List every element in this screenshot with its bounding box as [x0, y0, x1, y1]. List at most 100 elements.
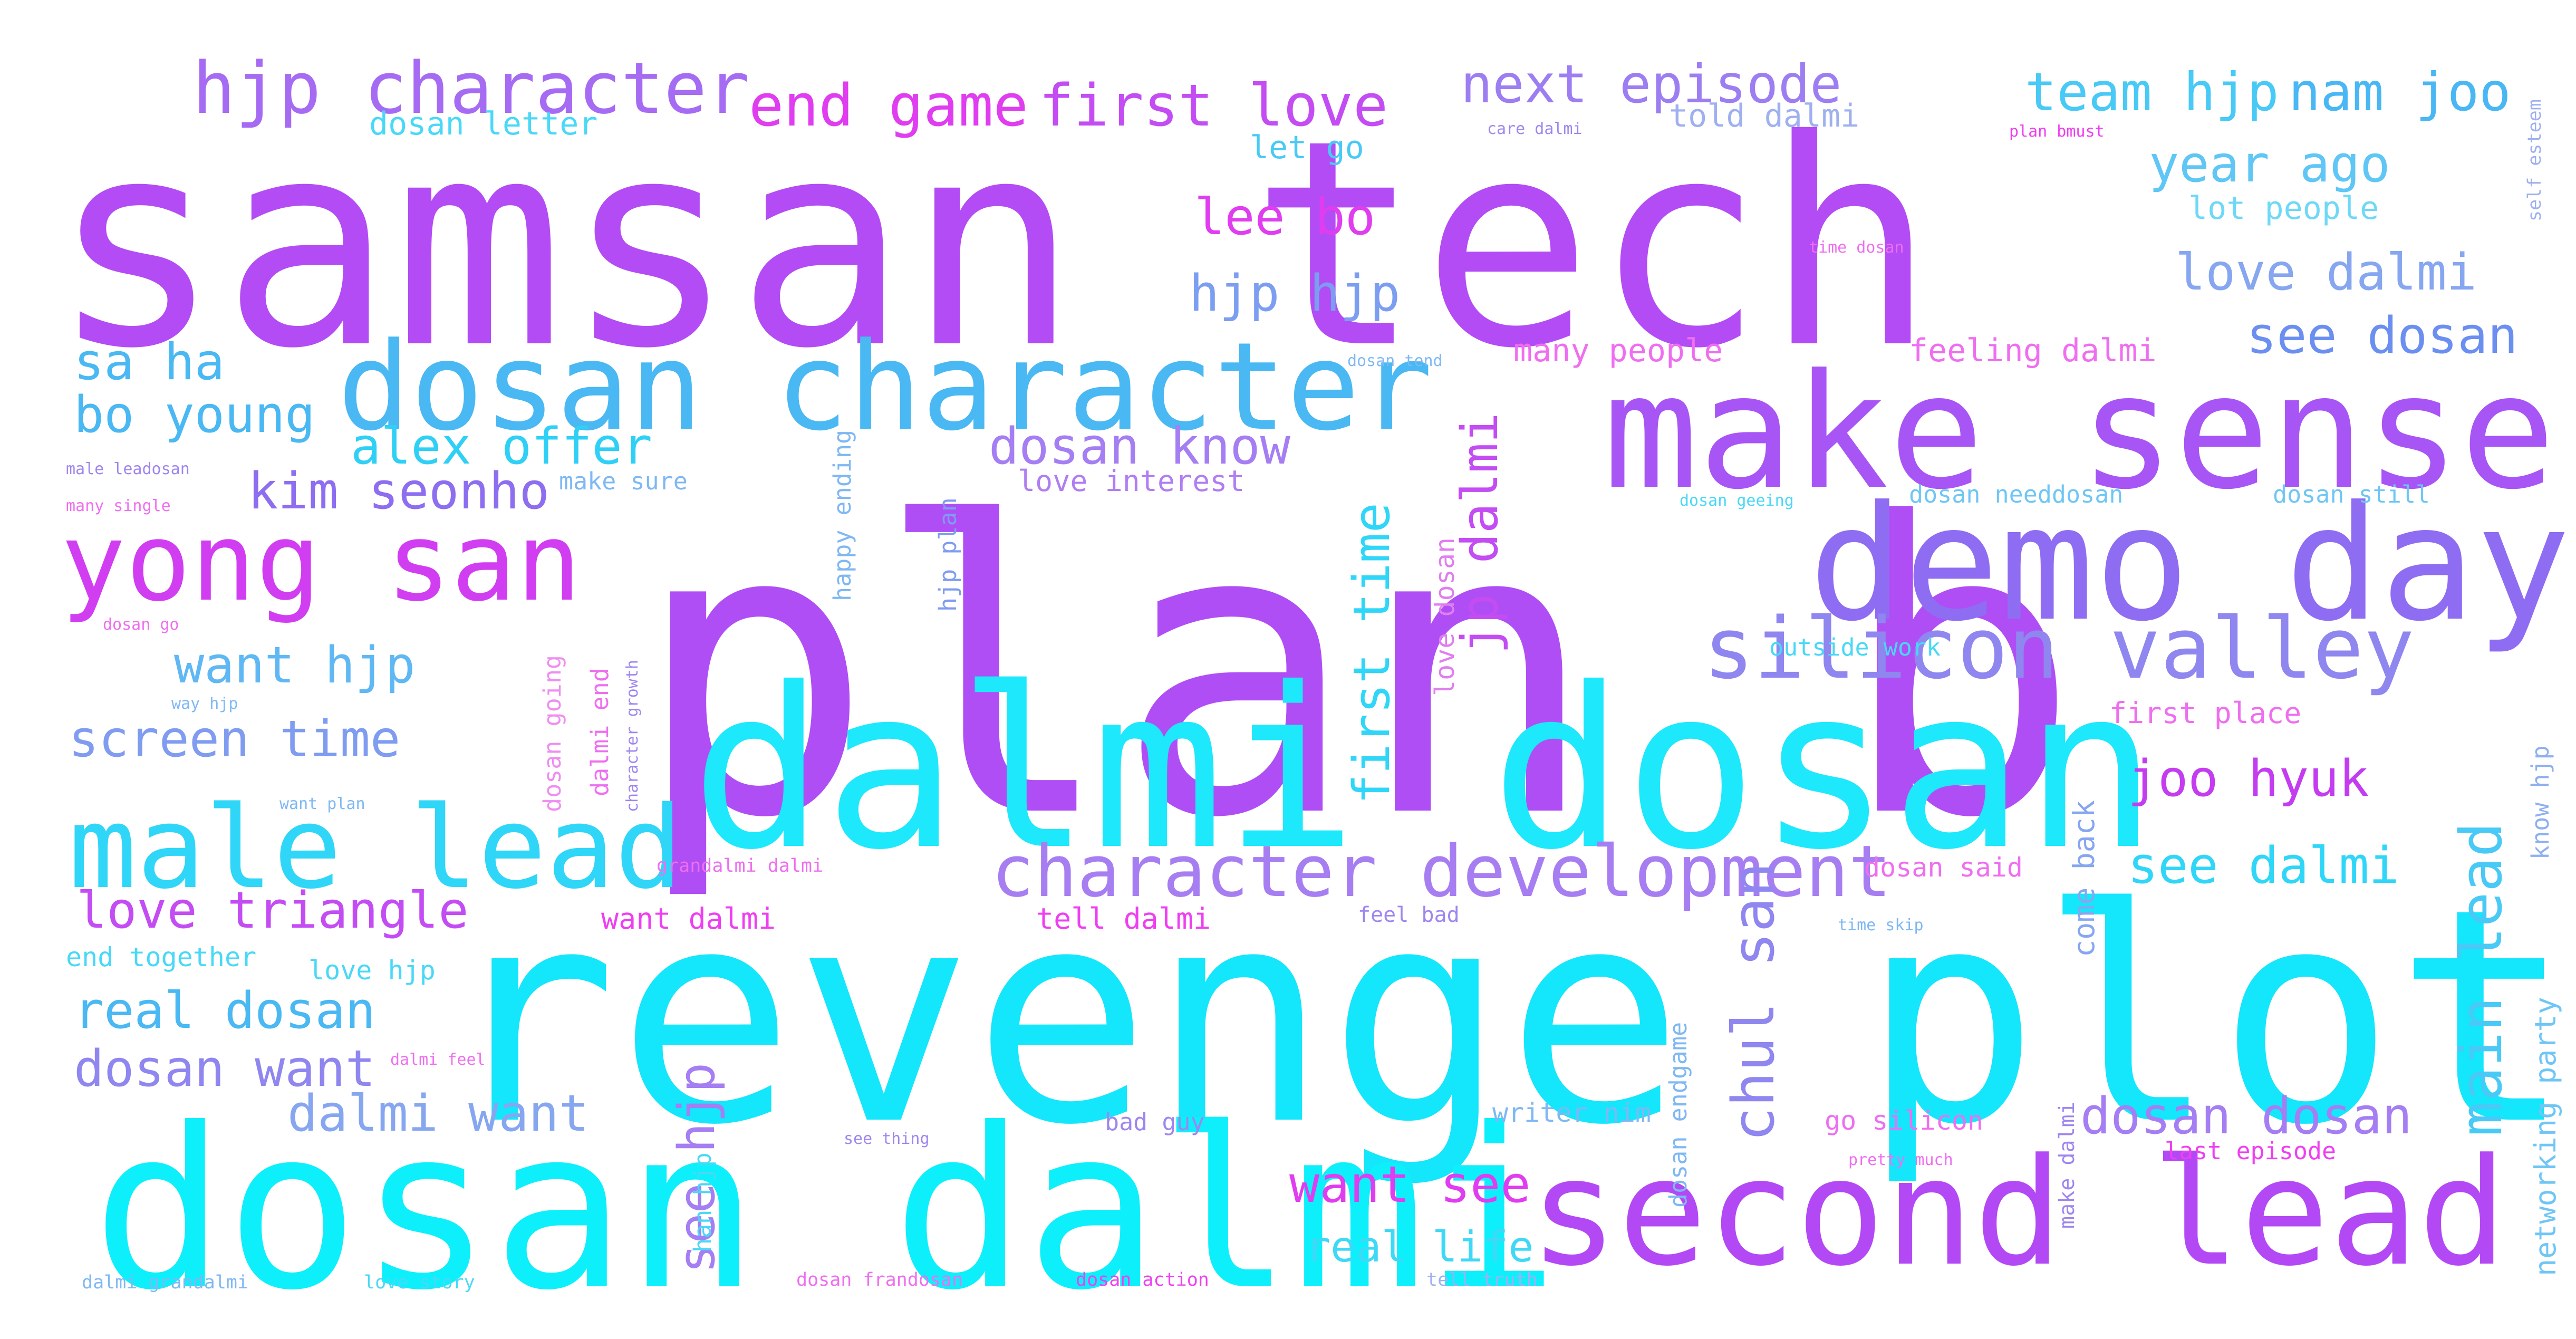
cloud-word: sa ha — [74, 333, 225, 391]
cloud-word: yong san — [61, 500, 582, 625]
cloud-word: dalmi dosan — [691, 641, 2158, 899]
cloud-word: feel bad — [1358, 903, 1460, 927]
cloud-word: male leadosan — [66, 460, 190, 478]
cloud-word: bad guy — [1105, 1108, 1205, 1136]
cloud-word: hjp character — [192, 47, 750, 130]
cloud-word: dosan geeing — [1680, 492, 1794, 510]
cloud-word: character development — [991, 830, 1892, 913]
cloud-word: samsan tech — [50, 80, 1936, 411]
cloud-word: dosan action — [1076, 1269, 1209, 1290]
cloud-word: jp dalmi — [1451, 412, 1509, 654]
cloud-word: alex offer — [351, 418, 652, 476]
cloud-word: dosan want — [74, 1040, 375, 1098]
cloud-word: time dosan — [1809, 238, 1904, 257]
cloud-word: want plan — [279, 795, 365, 813]
cloud-word: character growth — [623, 660, 642, 812]
cloud-word: dosan going — [538, 654, 566, 812]
cloud-word: silicon valley — [1703, 599, 2415, 698]
cloud-word: love triangle — [76, 882, 469, 940]
cloud-word: demo day — [1809, 472, 2571, 656]
cloud-word: see thing — [844, 1130, 930, 1148]
cloud-word: dosan letter — [369, 105, 598, 142]
cloud-word: love dosan — [1430, 537, 1460, 696]
cloud-word: plan b — [633, 439, 2081, 905]
cloud-word: love dalmi — [2175, 244, 2477, 302]
cloud-word: want see — [1289, 1156, 1531, 1214]
cloud-word: real life — [1305, 1222, 1534, 1271]
cloud-word: go silicon — [1825, 1105, 1984, 1136]
cloud-word: first place — [2109, 696, 2302, 730]
cloud-word: plan bmust — [2009, 122, 2105, 141]
cloud-word: love interest — [1018, 464, 1245, 498]
cloud-word: end game — [749, 72, 1028, 139]
cloud-word: chul san — [1720, 862, 1787, 1142]
cloud-word: hjp plan — [934, 497, 962, 612]
cloud-word: kim seonho — [248, 463, 549, 521]
cloud-word: writer nim — [1492, 1097, 1652, 1128]
cloud-word: dosan character — [337, 317, 1433, 458]
cloud-word: dosan dalmi — [92, 1081, 1559, 1339]
cloud-word: many people — [1513, 332, 1723, 369]
cloud-word: dosan needdosan — [1909, 480, 2124, 508]
cloud-word: dalmi grandalmi — [82, 1272, 249, 1293]
cloud-word: feeling dalmi — [1909, 332, 2157, 369]
cloud-word: team hjp — [2025, 61, 2279, 123]
cloud-word: want dalmi — [601, 902, 776, 936]
cloud-word: dosan still — [2273, 480, 2430, 508]
cloud-word: screen time — [69, 710, 401, 768]
cloud-word: love hjp — [308, 955, 436, 986]
cloud-word: let go — [1250, 129, 1364, 166]
cloud-word: see dalmi — [2128, 837, 2399, 895]
cloud-word: dalmi want — [287, 1085, 589, 1143]
cloud-word: first love — [1039, 72, 1388, 139]
cloud-word: self esteem — [2524, 99, 2545, 221]
cloud-word: make dalmi — [2055, 1102, 2079, 1229]
cloud-word: dalmi feel — [390, 1051, 486, 1069]
cloud-word: dosan said — [1864, 852, 2023, 883]
cloud-word: outside work — [1769, 633, 1941, 661]
cloud-word: joo hyuk — [2128, 750, 2369, 808]
cloud-word: make sure — [559, 467, 688, 495]
cloud-word: tell truth — [1426, 1269, 1538, 1290]
cloud-word: know hjp — [2526, 745, 2554, 860]
cloud-word: hjp hjp — [1189, 265, 1401, 323]
cloud-word: tell dalmi — [1036, 902, 1211, 936]
cloud-word: bo young — [74, 386, 315, 444]
cloud-word: lot people — [2188, 190, 2379, 227]
cloud-word: networking party — [2529, 997, 2562, 1276]
cloud-word: next episode — [1461, 53, 1842, 115]
cloud-word: happy ending — [828, 429, 856, 601]
cloud-word: male lead — [69, 782, 683, 914]
cloud-word: grandalmi dalmi — [657, 855, 824, 876]
cloud-word: dosan frandosan — [796, 1269, 963, 1290]
cloud-word: dosan know — [989, 418, 1290, 476]
cloud-word: told dalmi — [1669, 98, 1860, 134]
cloud-word: first time — [1343, 503, 1401, 804]
cloud-word: revenge plot — [439, 846, 2573, 1190]
cloud-word: come back — [2067, 799, 2101, 957]
cloud-word: main lead — [2447, 822, 2515, 1136]
cloud-word: dalmi end — [586, 668, 614, 796]
cloud-word: dosan go — [103, 615, 179, 634]
cloud-word: dosan tend — [1347, 352, 1443, 370]
cloud-word: see dosan — [2246, 307, 2518, 365]
cloud-word: make sense — [1603, 340, 2556, 524]
cloud-word: real dosan — [74, 982, 375, 1040]
cloud-word: love story — [364, 1272, 475, 1293]
cloud-word: care dalmi — [1487, 120, 1583, 138]
cloud-word: way hjp — [171, 695, 238, 713]
cloud-word: han hjp — [689, 1152, 717, 1253]
cloud-word: time skip — [1838, 916, 1924, 935]
cloud-word: dosan endgame — [1664, 1022, 1692, 1208]
cloud-word: year ago — [2149, 136, 2390, 194]
cloud-word: last episode — [2165, 1137, 2337, 1165]
cloud-word: lee bo — [1194, 188, 1376, 246]
cloud-word: want hjp — [174, 637, 416, 695]
cloud-word: second lead — [1529, 1127, 2507, 1299]
cloud-word: dosan dosan — [2080, 1087, 2413, 1145]
cloud-word: pretty much — [1848, 1151, 1953, 1169]
cloud-word: many single — [66, 497, 171, 515]
cloud-word: nam joo — [2289, 61, 2511, 123]
cloud-word: end together — [66, 942, 257, 972]
